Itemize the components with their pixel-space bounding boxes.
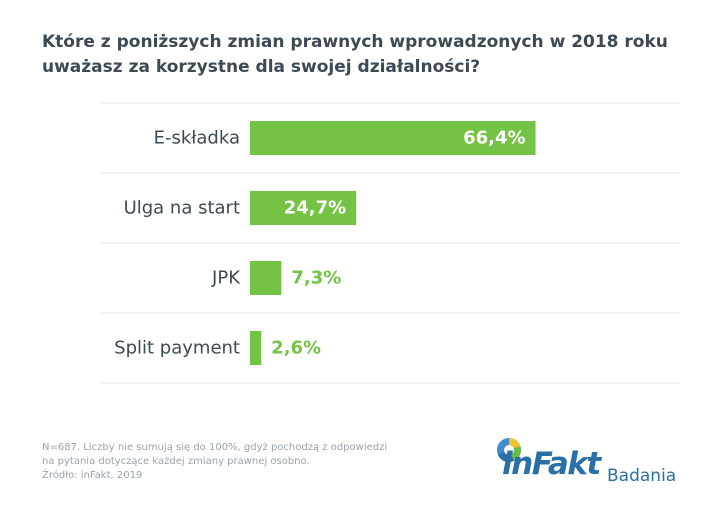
footnote-source: Źródło: inFakt, 2019: [42, 470, 143, 481]
bar-chart: E-składka 66,4% Ulga na start 24,7% JPK 7,3% S…: [100, 102, 680, 384]
bar: [250, 331, 262, 365]
footnote-sample-note-cont: na pytania dotyczące każdej zmiany prawn…: [42, 456, 310, 467]
title-line-2: uważasz za korzystne dla swojej działaln…: [42, 57, 481, 77]
category-label: E-składka: [154, 128, 240, 149]
page-title: Które z poniższych zmian prawnych wprowa…: [42, 30, 682, 80]
bar: [250, 261, 282, 295]
infakt-subtitle: Badania: [607, 466, 677, 486]
category-label: Ulga na start: [124, 198, 240, 219]
value-label: 66,4%: [463, 128, 525, 149]
infakt-logo: inFakt Badania: [494, 436, 684, 488]
value-label: 2,6%: [271, 338, 321, 359]
category-label: JPK: [211, 268, 241, 289]
infakt-pie-icon: [497, 438, 521, 463]
infakt-wordmark: inFakt: [502, 446, 601, 482]
footnote: N=687. Liczby nie sumują się do 100%, gd…: [42, 441, 387, 483]
category-label: Split payment: [114, 338, 240, 359]
title-line-1: Które z poniższych zmian prawnych wprowa…: [42, 32, 668, 52]
value-label: 24,7%: [284, 198, 346, 219]
bar: [250, 191, 357, 225]
footnote-sample-note: N=687. Liczby nie sumują się do 100%, gd…: [42, 442, 388, 453]
value-label: 7,3%: [291, 268, 341, 289]
bar: [250, 121, 536, 155]
